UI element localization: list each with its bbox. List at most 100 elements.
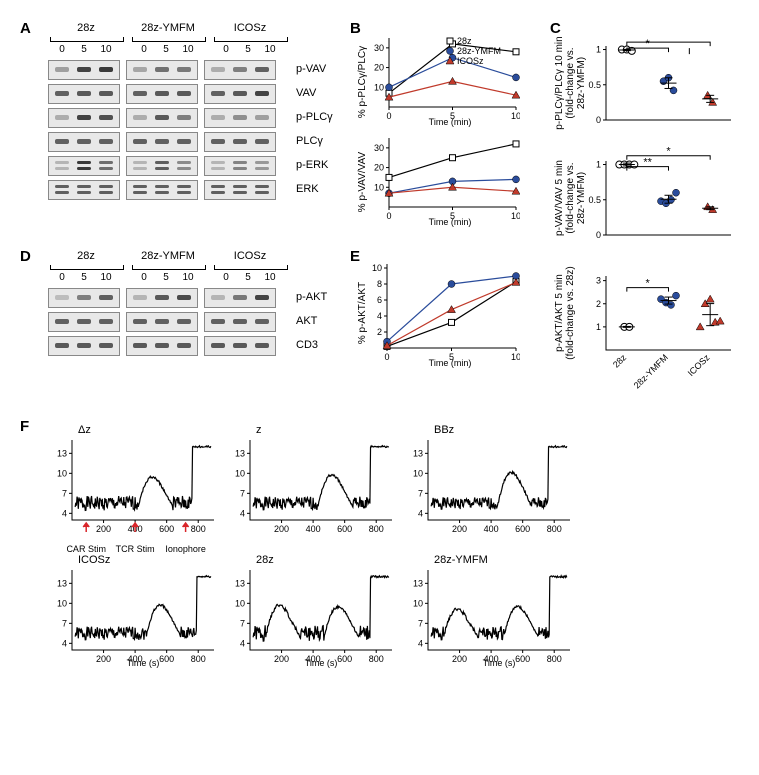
svg-text:4: 4: [62, 508, 67, 518]
svg-text:10: 10: [511, 211, 520, 221]
svg-text:400: 400: [484, 524, 499, 534]
svg-text:7: 7: [418, 488, 423, 498]
svg-text:10: 10: [374, 182, 384, 192]
svg-text:0.5: 0.5: [588, 80, 601, 90]
svg-text:28z-YMFM): 28z-YMFM): [576, 172, 587, 224]
svg-text:0: 0: [384, 352, 389, 362]
svg-text:4: 4: [240, 508, 245, 518]
svg-text:200: 200: [452, 524, 467, 534]
svg-text:7: 7: [240, 618, 245, 628]
svg-text:20: 20: [374, 163, 384, 173]
svg-text:13: 13: [413, 578, 423, 588]
svg-text:2: 2: [377, 327, 382, 337]
svg-text:28z-YMFM: 28z-YMFM: [457, 46, 501, 56]
svg-text:600: 600: [159, 654, 174, 664]
svg-text:800: 800: [191, 654, 206, 664]
svg-text:4: 4: [418, 508, 423, 518]
svg-text:6: 6: [377, 295, 382, 305]
svg-text:p-VAV/VAV 5 min: p-VAV/VAV 5 min: [554, 160, 565, 236]
svg-text:8: 8: [377, 279, 382, 289]
svg-text:7: 7: [62, 618, 67, 628]
svg-text:0: 0: [386, 111, 391, 121]
svg-text:Time (s): Time (s): [305, 658, 338, 668]
svg-text:10: 10: [235, 598, 245, 608]
svg-text:1: 1: [596, 322, 601, 332]
svg-text:Time (min): Time (min): [429, 117, 472, 127]
svg-text:800: 800: [547, 524, 562, 534]
svg-text:(fold-change vs.: (fold-change vs.: [565, 47, 576, 118]
svg-text:13: 13: [235, 448, 245, 458]
svg-text:**: **: [643, 157, 652, 169]
svg-text:600: 600: [159, 524, 174, 534]
svg-text:200: 200: [452, 654, 467, 664]
svg-text:% p-VAV/VAV: % p-VAV/VAV: [357, 151, 368, 212]
svg-text:10: 10: [57, 598, 67, 608]
svg-text:600: 600: [515, 654, 530, 664]
svg-text:% p-PLCγ/PLCγ: % p-PLCγ/PLCγ: [357, 46, 368, 118]
svg-text:p-AKT/AKT 5 min: p-AKT/AKT 5 min: [554, 274, 565, 352]
svg-text:10: 10: [372, 263, 382, 273]
svg-text:Ionophore: Ionophore: [165, 544, 206, 554]
svg-text:(fold-change vs.: (fold-change vs.: [565, 162, 576, 233]
svg-text:800: 800: [191, 524, 206, 534]
svg-text:28z: 28z: [611, 352, 629, 370]
svg-text:200: 200: [274, 654, 289, 664]
svg-text:TCR Stim: TCR Stim: [116, 544, 155, 554]
svg-text:10: 10: [57, 468, 67, 478]
svg-text:200: 200: [96, 654, 111, 664]
svg-text:20: 20: [374, 63, 384, 73]
svg-text:13: 13: [235, 578, 245, 588]
svg-text:Time (s): Time (s): [483, 658, 516, 668]
svg-text:600: 600: [337, 654, 352, 664]
svg-text:13: 13: [57, 578, 67, 588]
svg-text:0: 0: [596, 115, 601, 125]
svg-text:2: 2: [596, 299, 601, 309]
svg-text:28z: 28z: [457, 36, 472, 46]
svg-text:7: 7: [240, 488, 245, 498]
svg-text:10: 10: [413, 468, 423, 478]
svg-text:600: 600: [515, 524, 530, 534]
svg-text:30: 30: [374, 143, 384, 153]
svg-text:Time (s): Time (s): [127, 658, 160, 668]
svg-text:10: 10: [511, 111, 520, 121]
svg-text:(fold-change vs. 28z): (fold-change vs. 28z): [565, 266, 576, 359]
svg-text:3: 3: [596, 276, 601, 286]
svg-text:10: 10: [511, 352, 520, 362]
svg-text:600: 600: [337, 524, 352, 534]
svg-text:30: 30: [374, 43, 384, 53]
svg-text:800: 800: [369, 524, 384, 534]
svg-text:0.5: 0.5: [588, 195, 601, 205]
svg-text:200: 200: [274, 524, 289, 534]
svg-text:7: 7: [62, 488, 67, 498]
svg-text:Time (min): Time (min): [429, 358, 472, 368]
svg-text:0: 0: [596, 230, 601, 240]
svg-text:4: 4: [240, 638, 245, 648]
svg-text:4: 4: [377, 311, 382, 321]
svg-text:800: 800: [547, 654, 562, 664]
svg-text:10: 10: [235, 468, 245, 478]
svg-text:ICOSz: ICOSz: [686, 352, 712, 378]
svg-text:10: 10: [413, 598, 423, 608]
svg-text:0: 0: [386, 211, 391, 221]
svg-text:7: 7: [418, 618, 423, 628]
svg-text:1: 1: [596, 160, 601, 170]
svg-text:13: 13: [57, 448, 67, 458]
svg-text:*: *: [646, 38, 651, 50]
svg-text:*: *: [666, 147, 671, 158]
svg-text:28z-YMFM): 28z-YMFM): [576, 57, 587, 109]
svg-text:ICOSz: ICOSz: [457, 56, 484, 66]
svg-text:CAR Stim: CAR Stim: [66, 544, 106, 554]
svg-text:28z-YMFM: 28z-YMFM: [632, 352, 670, 390]
svg-text:4: 4: [62, 638, 67, 648]
svg-text:% p-AKT/AKT: % p-AKT/AKT: [357, 282, 368, 344]
svg-text:13: 13: [413, 448, 423, 458]
svg-text:1: 1: [596, 45, 601, 55]
svg-text:p-PLCγ/PLCγ 10 min: p-PLCγ/PLCγ 10 min: [554, 36, 565, 129]
svg-text:*: *: [646, 278, 651, 290]
svg-text:4: 4: [418, 638, 423, 648]
svg-text:400: 400: [306, 524, 321, 534]
svg-text:200: 200: [96, 524, 111, 534]
svg-text:Time (min): Time (min): [429, 217, 472, 227]
svg-text:800: 800: [369, 654, 384, 664]
svg-text:10: 10: [374, 82, 384, 92]
